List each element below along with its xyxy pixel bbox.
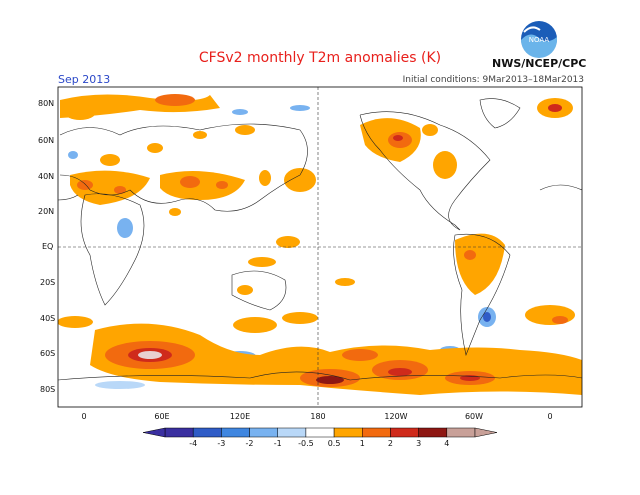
lon-label: 120E [230,412,250,421]
colorbar-swatch [221,427,250,438]
colorbar-swatch [333,427,363,438]
lon-label: 60W [465,412,483,421]
lat-label: 60S [40,349,55,358]
lon-label: 120W [384,412,407,421]
lon-label: 180 [310,412,325,421]
colorbar-swatch [305,427,335,438]
colorbar-swatch [192,427,222,438]
colorbar-tick-label: 4 [444,439,449,448]
longitude-axis: 0 60E 120E 180 120W 60W 0 [81,412,552,421]
anomaly-field [58,87,582,407]
initial-conditions: Initial conditions: 9Mar2013–18Mar2013 [402,75,584,85]
colorbar-tick-label: 3 [416,439,421,448]
lat-label: EQ [42,242,53,251]
colorbar-high-arrow [474,427,498,438]
lat-label: 40N [38,172,54,181]
latitude-axis: 80N 60N 40N 20N EQ 20S 40S 60S 80S [38,99,55,394]
colorbar-tick-label: -1 [274,439,282,448]
lat-label: 40S [40,314,55,323]
colorbar-swatch [249,427,278,438]
lon-label: 60E [154,412,169,421]
colorbar-tick-label: 2 [388,439,393,448]
colorbar-low-arrow [142,427,166,438]
lon-label: 0 [547,412,552,421]
colorbar-swatch [277,427,307,438]
lat-label: 80N [38,99,54,108]
forecast-month: Sep 2013 [58,73,111,86]
org-label: NWS/NCEP/CPC [492,57,587,70]
map-frame [57,86,583,408]
chart-title: CFSv2 monthly T2m anomalies (K) [198,50,442,66]
colorbar-swatch [164,427,194,438]
colorbar-tick-label: -0.5 [298,439,314,448]
lat-label: 80S [40,385,55,394]
colorbar-tick-label: -2 [246,439,254,448]
colorbar: -4 -3 -2 -1 -0.5 0.5 1 2 3 4 [142,427,498,448]
colorbar-swatch [418,427,448,438]
lat-label: 20N [38,207,54,216]
lat-label: 20S [40,278,55,287]
colorbar-tick-label: 1 [360,439,365,448]
lon-label: 0 [81,412,86,421]
colorbar-swatch [362,427,391,438]
noaa-logo-text: NOAA [529,36,550,44]
colorbar-swatch [446,427,476,438]
colorbar-tick-label: 0.5 [328,439,341,448]
colorbar-tick-label: -4 [189,439,197,448]
lat-label: 60N [38,136,54,145]
colorbar-tick-label: -3 [217,439,225,448]
colorbar-swatch [390,427,419,438]
noaa-logo: NOAA [520,20,558,58]
